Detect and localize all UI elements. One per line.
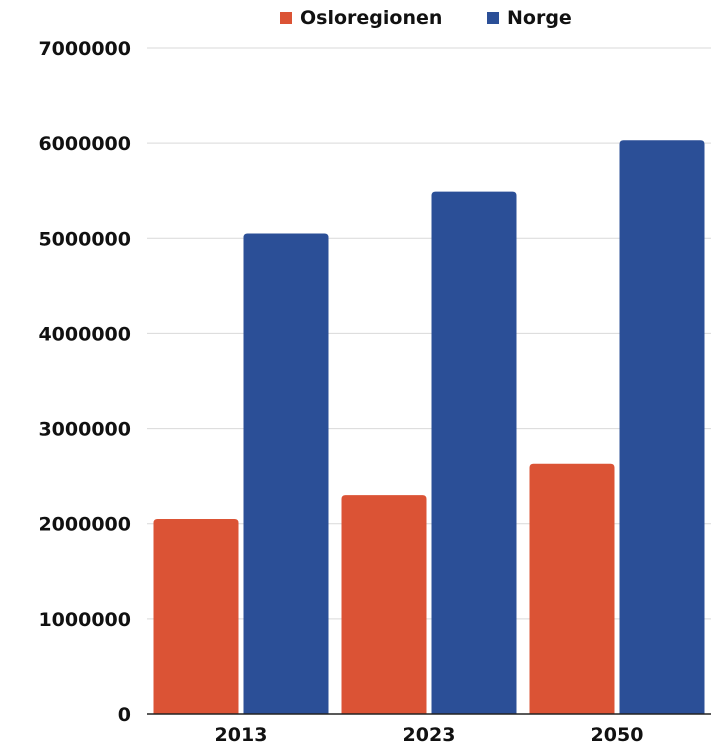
legend-label: Norge <box>507 7 572 29</box>
gridlines <box>147 47 711 620</box>
legend-item-osloregionen: Osloregionen <box>280 7 442 29</box>
bar-norge-2050 <box>619 140 705 714</box>
y-tick-label: 0 <box>118 704 131 726</box>
bar-norge-2023 <box>431 191 517 714</box>
y-tick-label: 5000000 <box>38 228 131 250</box>
bar-osloregionen-2013 <box>153 518 239 714</box>
bar-osloregionen-2050 <box>529 463 615 714</box>
legend-label: Osloregionen <box>300 7 442 29</box>
bar-norge-2013 <box>243 233 329 714</box>
x-axis: 2013 2023 2050 <box>147 713 711 743</box>
legend-swatch <box>280 12 292 24</box>
x-tick-label: 2013 <box>215 724 268 743</box>
y-tick-label: 1000000 <box>38 609 131 631</box>
y-axis: 0 1000000 2000000 3000000 4000000 5000000 6000… <box>38 38 131 726</box>
y-tick-label: 4000000 <box>38 323 131 345</box>
legend-swatch <box>487 12 499 24</box>
legend-item-norge: Norge <box>487 7 572 29</box>
y-tick-label: 3000000 <box>38 419 131 441</box>
bars <box>153 140 705 714</box>
legend: Osloregionen Norge <box>280 7 572 29</box>
bar-osloregionen-2023 <box>341 495 427 714</box>
x-tick-label: 2023 <box>403 724 456 743</box>
y-tick-label: 2000000 <box>38 514 131 536</box>
x-tick-label: 2050 <box>591 724 644 743</box>
y-tick-label: 6000000 <box>38 133 131 155</box>
y-tick-label: 7000000 <box>38 38 131 60</box>
